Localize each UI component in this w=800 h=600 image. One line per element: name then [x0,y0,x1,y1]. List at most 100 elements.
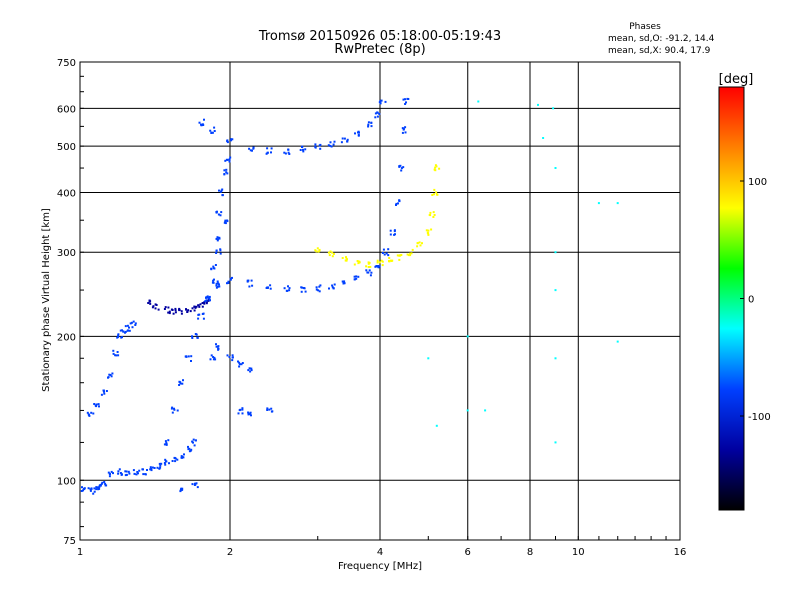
data-point [203,118,205,121]
data-point [171,460,174,462]
data-point [130,321,133,324]
data-point [121,473,123,476]
data-point [93,490,96,493]
data-point [376,259,379,262]
data-point [220,189,223,192]
data-point [432,211,435,214]
data-point [247,369,250,372]
x-tick-label: 10 [572,547,585,558]
data-point [223,169,226,172]
data-point [427,233,430,236]
data-point [542,137,545,139]
y-tick-label: 750 [57,58,76,69]
data-point [221,194,224,197]
x-tick-label: 2 [227,547,233,558]
data-point [172,312,175,315]
data-point [189,310,192,313]
data-point [212,356,215,358]
data-point [378,265,381,268]
data-point [97,403,100,406]
data-point [231,276,233,279]
data-point [202,317,205,320]
data-point [237,360,239,363]
data-point [227,280,230,283]
data-point [107,471,110,474]
data-point [231,356,234,359]
data-point [217,285,219,288]
data-point [190,360,192,362]
data-point [315,286,318,289]
data-point [134,322,137,325]
data-point [269,287,272,290]
data-point [432,216,435,218]
data-point [248,412,251,415]
data-point [174,309,177,312]
data-point [237,412,240,415]
data-point [156,466,159,469]
data-point [270,147,273,150]
data-point [226,219,229,222]
data-point [250,414,252,417]
data-point [187,445,189,448]
data-point [214,358,217,361]
data-point [129,322,132,325]
data-point [192,441,194,444]
data-point [218,236,221,239]
data-point [318,290,321,293]
data-point [341,280,344,283]
data-point [108,475,111,478]
data-point [213,278,215,281]
data-point [343,137,346,140]
data-point [212,265,215,268]
chart-subtitle: RwPretec (8p) [334,42,425,57]
data-point [287,151,290,154]
colorbar-tick-label: 0 [748,295,754,306]
data-point [438,167,441,170]
data-point [128,472,131,475]
data-point [104,484,107,487]
data-point [103,392,106,395]
data-point [398,165,401,168]
data-point [157,308,160,311]
data-point [315,288,318,291]
data-point [270,407,273,410]
data-point [429,211,432,214]
data-point [168,462,170,465]
data-point [201,123,204,126]
data-point [191,335,193,338]
data-point [110,375,113,378]
data-point [367,266,370,268]
data-point [328,254,331,257]
data-point [224,159,227,162]
data-point [150,467,153,470]
data-point [342,282,345,285]
data-point [356,260,359,262]
data-point [104,482,107,485]
data-point [399,164,402,167]
data-point [201,305,204,308]
data-point [358,261,361,264]
data-point [155,304,158,306]
data-point [215,284,218,287]
data-point [554,357,557,360]
data-point [211,281,214,284]
data-point [217,345,220,348]
data-point [226,172,229,175]
data-point [215,237,218,240]
data-point [331,251,334,254]
data-point [266,407,269,410]
data-point [195,305,198,308]
data-point [250,367,253,370]
data-point [616,340,619,343]
data-point [151,306,154,309]
data-point [200,124,203,127]
data-point [164,306,167,309]
data-point [181,455,184,458]
colorbar-tick-label: 100 [748,177,767,188]
x-tick-label: 16 [674,547,687,558]
data-point [152,305,155,308]
y-tick-label: 200 [57,332,76,343]
data-point [333,140,336,143]
data-point [318,285,321,288]
data-point [137,472,139,475]
